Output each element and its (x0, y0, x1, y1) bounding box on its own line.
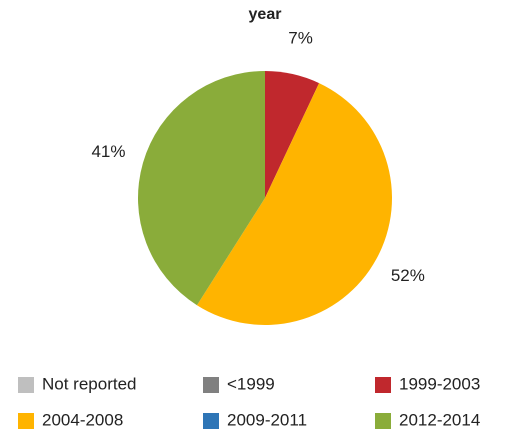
data-label: 7% (288, 28, 313, 47)
chart-title: year (249, 6, 282, 23)
legend-label: 2009-2011 (227, 410, 307, 429)
data-label: 41% (91, 142, 125, 161)
legend-label: Not reported (42, 374, 137, 393)
legend-swatch (203, 377, 219, 393)
legend-swatch (375, 377, 391, 393)
legend-label: <1999 (227, 374, 275, 393)
legend-swatch (18, 413, 34, 429)
pie-slice (196, 83, 392, 325)
pie-slice (265, 71, 320, 198)
data-label: 52% (391, 266, 425, 285)
legend-label: 1999-2003 (399, 374, 480, 393)
legend-swatch (203, 413, 219, 429)
legend-label: 2012-2014 (399, 410, 480, 429)
pie-slice (137, 71, 265, 306)
legend-swatch (18, 377, 34, 393)
legend-swatch (375, 413, 391, 429)
legend-label: 2004-2008 (42, 410, 123, 429)
